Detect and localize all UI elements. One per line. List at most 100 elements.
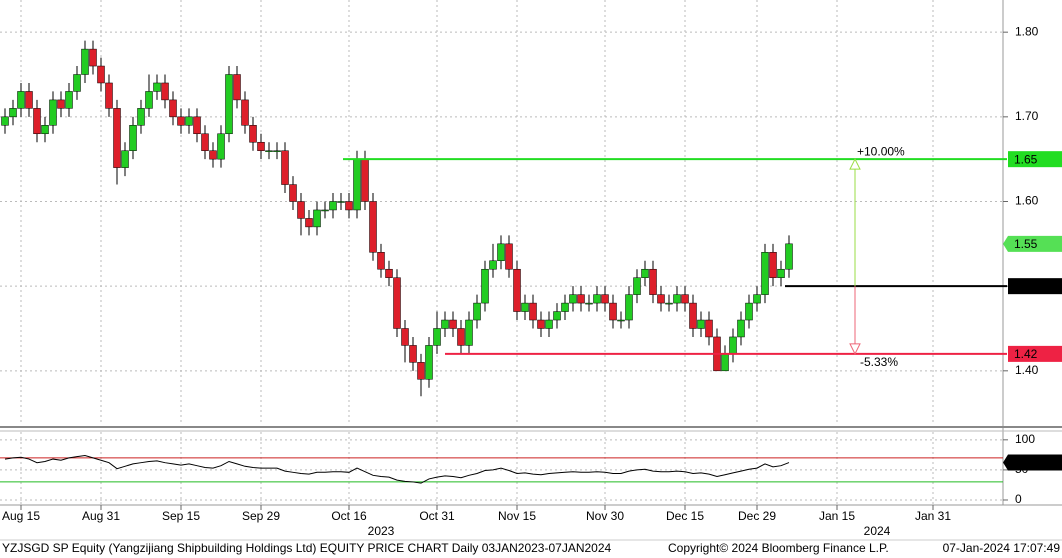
candle-body: [753, 294, 761, 304]
footer-description: YZJSGD SP Equity (Yangzijiang Shipbuildi…: [2, 541, 612, 555]
candle-body: [241, 99, 249, 126]
candle-body: [489, 260, 497, 270]
candle-body: [321, 209, 329, 212]
candle-body: [433, 328, 441, 346]
x-tick-label: Aug 15: [2, 509, 40, 523]
candle-body: [585, 302, 593, 305]
candle-body: [289, 184, 297, 202]
candle-body: [553, 311, 561, 321]
candle-body: [465, 319, 473, 346]
candle-body: [25, 91, 33, 109]
candle-body: [97, 65, 105, 84]
candle-body: [769, 252, 777, 278]
candle-body: [201, 133, 209, 151]
candle-body: [785, 243, 793, 270]
candle-body: [337, 201, 345, 203]
candle-body: [473, 302, 481, 321]
candle-body: [777, 268, 785, 278]
candle-body: [737, 319, 745, 338]
candle-body: [385, 268, 393, 278]
candle-body: [33, 108, 41, 135]
candle-body: [257, 141, 265, 151]
candle-body: [329, 201, 337, 211]
candle-body: [569, 294, 577, 304]
level-label: 1.65: [1014, 152, 1038, 166]
candle-body: [217, 133, 225, 160]
candle-body: [393, 277, 401, 329]
level-label-box: [1008, 151, 1062, 168]
level-label-box: [1008, 345, 1062, 362]
candle-body: [49, 99, 57, 126]
candle-body: [577, 294, 585, 304]
candle-body: [137, 108, 145, 126]
candle-body: [521, 302, 529, 312]
candle-body: [545, 319, 553, 329]
change-label: +10.00%: [857, 144, 905, 158]
y-tick-label: 0: [1015, 492, 1022, 506]
candle-body: [73, 74, 81, 92]
candle-body: [233, 74, 241, 101]
candle-body: [145, 91, 153, 109]
candle-body: [665, 302, 673, 305]
rsi-line: [4, 454, 790, 484]
candle-body: [249, 125, 257, 143]
candle-body: [513, 268, 521, 312]
candle-body: [281, 150, 289, 185]
candle-body: [601, 294, 609, 304]
candle-body: [81, 48, 89, 75]
x-tick-label: Dec 29: [738, 509, 776, 523]
candle-body: [41, 125, 49, 135]
candle-body: [641, 268, 649, 278]
candle-body: [721, 353, 729, 372]
candle-body: [561, 302, 569, 312]
candle-body: [225, 74, 233, 135]
candle-body: [633, 277, 641, 295]
candle-body: [169, 99, 177, 118]
x-tick-label: Aug 31: [82, 509, 120, 523]
x-tick-label: Oct 31: [419, 509, 455, 523]
candle-body: [609, 302, 617, 321]
y-tick-label: 1.60: [1015, 194, 1039, 208]
candle-body: [729, 336, 737, 355]
change-label: -5.33%: [860, 355, 898, 369]
candle-body: [57, 99, 65, 109]
x-tick-label: Nov 30: [586, 509, 624, 523]
candle-body: [761, 252, 769, 295]
candle-body: [89, 48, 97, 67]
y-tick-label: 1.80: [1015, 24, 1039, 38]
candle-body: [9, 108, 17, 118]
last-price-label: 1.55: [1014, 237, 1038, 251]
candle-body: [121, 150, 129, 168]
level-label-box: [1008, 278, 1062, 295]
candle-body: [673, 294, 681, 304]
candle-body: [177, 116, 185, 126]
candle-body: [745, 302, 753, 321]
candle-body: [457, 328, 465, 346]
candle-body: [697, 319, 705, 329]
candle-body: [129, 125, 137, 151]
candle-body: [689, 302, 697, 329]
candle-body: [441, 319, 449, 329]
candle-body: [273, 150, 281, 152]
candle-body: [481, 268, 489, 304]
candle-body: [657, 294, 665, 304]
candle-body: [369, 201, 377, 253]
candle-body: [537, 319, 545, 329]
candle-body: [105, 82, 113, 109]
candle-body: [113, 108, 121, 168]
x-tick-label: Sep 29: [242, 509, 280, 523]
candle-body: [401, 328, 409, 346]
rsi-value-marker: [1003, 454, 1062, 471]
candle-body: [377, 252, 385, 270]
footer-copyright: Copyright© 2024 Bloomberg Finance L.P.: [668, 541, 889, 555]
candle-body: [625, 294, 633, 321]
y-tick-label: 1.70: [1015, 109, 1039, 123]
rsi-value-label: 62.2215: [1013, 456, 1057, 470]
candle-body: [417, 362, 425, 380]
candle-body: [505, 243, 513, 270]
candle-body: [193, 116, 201, 135]
x-tick-label: Jan 15: [819, 509, 855, 523]
candle-body: [449, 319, 457, 329]
candle-body: [209, 150, 217, 160]
